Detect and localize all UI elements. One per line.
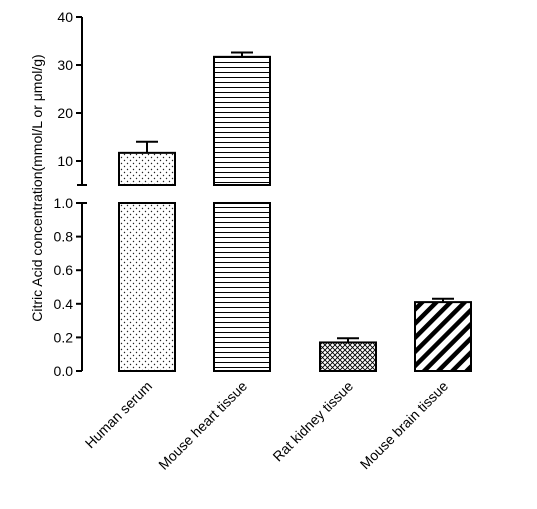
bar-0-upper xyxy=(118,151,176,186)
category-label-3: Mouse brain tissue xyxy=(357,378,452,473)
y-axis-label: Citric Acid concentration(mmol/L or μmol… xyxy=(29,54,45,321)
y-tick-label-upper: 10 xyxy=(57,153,73,169)
y-tick-label-lower: 0.8 xyxy=(54,229,74,245)
category-label-0: Human serum xyxy=(82,378,155,451)
bar-3 xyxy=(414,301,472,372)
error-bars-group xyxy=(136,51,454,343)
axes: 0.0 0.2 0.4 0.6 0.8 1.0 10 20 30 40 xyxy=(54,9,87,379)
y-tick-label-lower: 1.0 xyxy=(54,195,74,211)
category-labels-group: Human serum Mouse heart tissue Rat kidney … xyxy=(82,378,452,473)
y-tick-label-upper: 30 xyxy=(57,57,73,73)
y-tick-label-lower: 0.6 xyxy=(54,262,74,278)
y-tick-label-lower: 0.2 xyxy=(54,329,74,345)
bar-0-lower xyxy=(118,202,176,372)
category-label-2: Rat kidney tissue xyxy=(269,378,356,465)
y-tick-label-upper: 40 xyxy=(57,9,73,25)
bar-1-lower xyxy=(213,202,271,372)
bar-1-upper xyxy=(213,55,271,187)
category-label-1: Mouse heart tissue xyxy=(155,378,250,473)
y-tick-label-lower: 0.4 xyxy=(54,296,74,312)
y-tick-label-lower: 0.0 xyxy=(54,363,74,379)
bars-group xyxy=(118,55,472,373)
y-tick-label-upper: 20 xyxy=(57,105,73,121)
bar-2 xyxy=(319,341,377,373)
